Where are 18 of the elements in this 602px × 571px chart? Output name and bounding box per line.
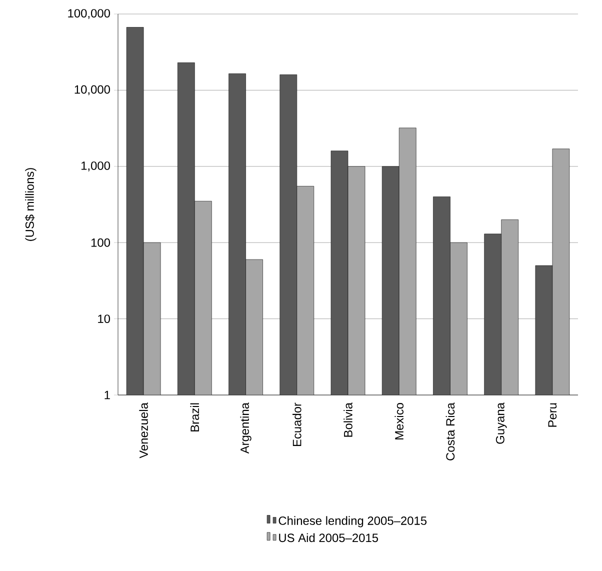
x-tick-label: Peru xyxy=(548,403,557,427)
x-tick-label: Mexico xyxy=(394,403,404,440)
y-tick-label: 100,000 xyxy=(68,9,110,19)
x-tick-label: Guyana xyxy=(496,402,507,444)
legend-label: Chinese lending 2005–2015 xyxy=(278,516,427,528)
x-tick-label: Venezuela xyxy=(139,402,148,458)
x-tick-label: Ecuador xyxy=(292,402,302,446)
y-tick-label: 10 xyxy=(98,314,110,324)
x-tick-label: Costa Rica xyxy=(446,402,455,460)
y-tick-label: 100 xyxy=(91,238,110,247)
y-tick-label: 10,000 xyxy=(74,85,110,96)
y-tick-label: 1,000 xyxy=(81,161,110,172)
y-tick-label: 1 xyxy=(104,390,110,400)
x-tick-label: Argentina xyxy=(240,402,252,454)
y-axis-title: (US$ millions) xyxy=(24,168,36,241)
x-tick-label: Bolivia xyxy=(344,402,352,437)
legend-label: US Aid 2005–2015 xyxy=(279,533,378,542)
x-tick-label: Brazil xyxy=(190,403,200,432)
